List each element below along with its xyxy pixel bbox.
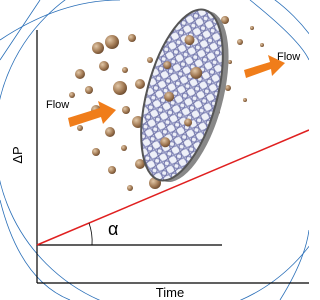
y-axis-label: ΔP [10,146,25,163]
flow-out-label: Flow [277,51,300,63]
x-axis-label: Time [156,285,184,300]
angle-arc [89,223,92,245]
flow-in-label: Flow [46,99,69,111]
diagram: Flow Flow ΔP Time α [0,0,309,300]
angle-label: α [108,219,118,239]
